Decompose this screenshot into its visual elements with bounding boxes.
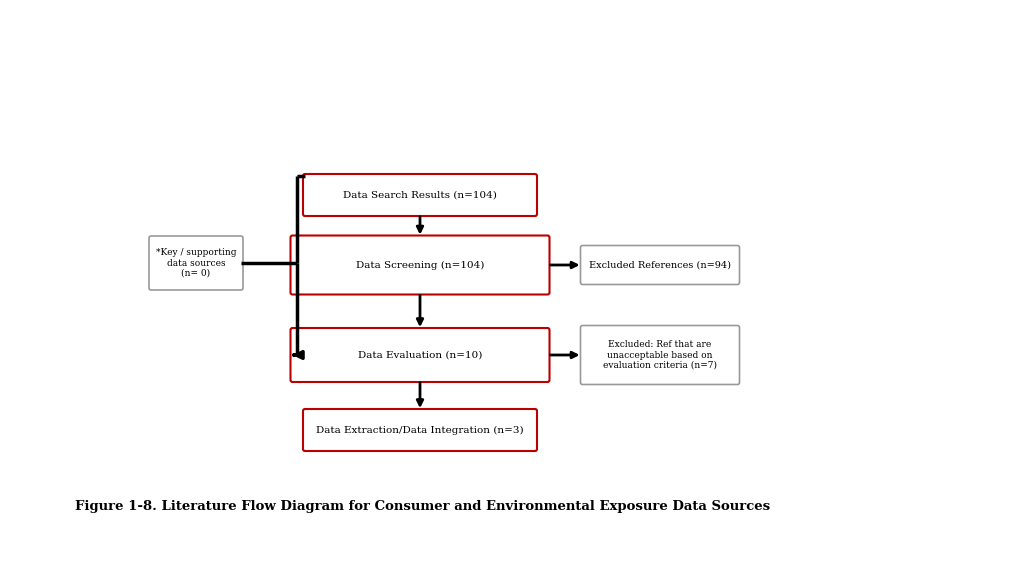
Text: *Key / supporting
data sources
(n= 0): *Key / supporting data sources (n= 0) [156, 248, 237, 278]
Text: Excluded References (n=94): Excluded References (n=94) [589, 260, 731, 270]
Text: Figure 1-8. Literature Flow Diagram for Consumer and Environmental Exposure Data: Figure 1-8. Literature Flow Diagram for … [75, 500, 770, 513]
Text: Excluded: Ref that are
unacceptable based on
evaluation criteria (n=7): Excluded: Ref that are unacceptable base… [603, 340, 717, 370]
FancyBboxPatch shape [291, 236, 550, 294]
FancyBboxPatch shape [150, 236, 243, 290]
FancyBboxPatch shape [581, 325, 739, 385]
FancyBboxPatch shape [291, 328, 550, 382]
Text: Data Screening (n=104): Data Screening (n=104) [355, 260, 484, 270]
FancyBboxPatch shape [303, 174, 537, 216]
FancyBboxPatch shape [581, 245, 739, 285]
FancyBboxPatch shape [303, 409, 537, 451]
Text: Data Evaluation (n=10): Data Evaluation (n=10) [357, 351, 482, 359]
Text: Data Search Results (n=104): Data Search Results (n=104) [343, 191, 497, 199]
Text: Data Extraction/Data Integration (n=3): Data Extraction/Data Integration (n=3) [316, 426, 524, 434]
